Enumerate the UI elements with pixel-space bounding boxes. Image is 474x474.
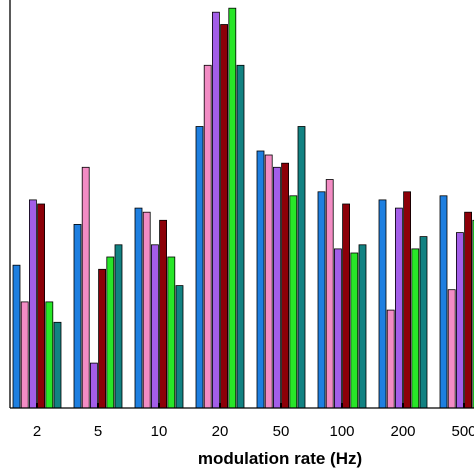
x-axis-title: modulation rate (Hz) [198, 449, 362, 468]
bar-50-series-3 [272, 166, 281, 409]
bar-10-series-5 [167, 256, 176, 409]
bar-20-series-5 [228, 7, 237, 409]
bar-20-series-1 [195, 126, 204, 409]
x-tick-group: 2 5 10 20 50 100 200 500 [33, 403, 474, 440]
x-tick-label: 5 [94, 423, 102, 440]
bar-5-series-6 [114, 244, 123, 409]
bar-200-series-3 [394, 207, 403, 409]
bar-5-series-4 [98, 268, 106, 409]
bar-20-series-2 [203, 64, 212, 409]
bar-500-series-5 [472, 219, 474, 409]
x-tick-label: 2 [33, 423, 41, 440]
x-tick-label: 500 [451, 423, 474, 440]
bar-100-series-1 [317, 191, 326, 409]
bar-100-series-2 [325, 179, 334, 409]
bar-2-series-6 [53, 321, 62, 409]
bar-500-series-4 [464, 211, 473, 409]
bar-200-series-6 [419, 236, 428, 409]
bar-100-series-3 [333, 248, 342, 409]
bar-200-series-2 [386, 309, 395, 409]
x-tick-label: 100 [329, 423, 354, 440]
bar-5-series-1 [73, 223, 82, 409]
bar-500-series-1 [439, 195, 448, 409]
bar-100-series-5 [350, 252, 359, 409]
bar-2-series-2 [20, 301, 29, 409]
bar-2-series-5 [45, 301, 54, 409]
axes [9, 0, 474, 409]
bar-2-series-1 [12, 264, 21, 409]
bar-5-series-2 [81, 166, 90, 409]
x-tick-label: 200 [390, 423, 415, 440]
bar-200-series-5 [411, 248, 420, 409]
bar-200-series-4 [403, 191, 412, 409]
bar-10-series-1 [134, 207, 143, 409]
bar-500-series-3 [455, 232, 464, 409]
bar-10-series-2 [142, 211, 151, 409]
bar-series-group [12, 7, 474, 409]
bar-200-series-1 [378, 199, 387, 409]
bar-20-series-4 [220, 24, 229, 409]
bar-10-series-3 [150, 244, 159, 409]
bar-50-series-5 [289, 195, 298, 409]
bar-10-series-4 [159, 219, 168, 409]
bar-10-series-6 [175, 285, 184, 409]
bar-100-series-4 [342, 203, 351, 409]
bar-50-series-1 [256, 150, 265, 409]
bar-5-series-5 [106, 256, 115, 409]
bar-20-series-3 [211, 11, 220, 409]
bar-50-series-4 [281, 162, 290, 409]
bar-2-series-3 [28, 199, 37, 409]
bar-5-series-3 [90, 362, 98, 409]
bar-50-series-2 [264, 154, 273, 409]
bar-2-series-4 [37, 203, 45, 409]
x-tick-label: 20 [212, 423, 229, 440]
x-tick-label: 10 [151, 423, 168, 440]
bar-50-series-6 [297, 126, 306, 409]
bar-500-series-2 [447, 289, 456, 409]
x-tick-label: 50 [273, 423, 290, 440]
bar-100-series-6 [358, 244, 367, 409]
bar-20-series-6 [236, 64, 245, 409]
